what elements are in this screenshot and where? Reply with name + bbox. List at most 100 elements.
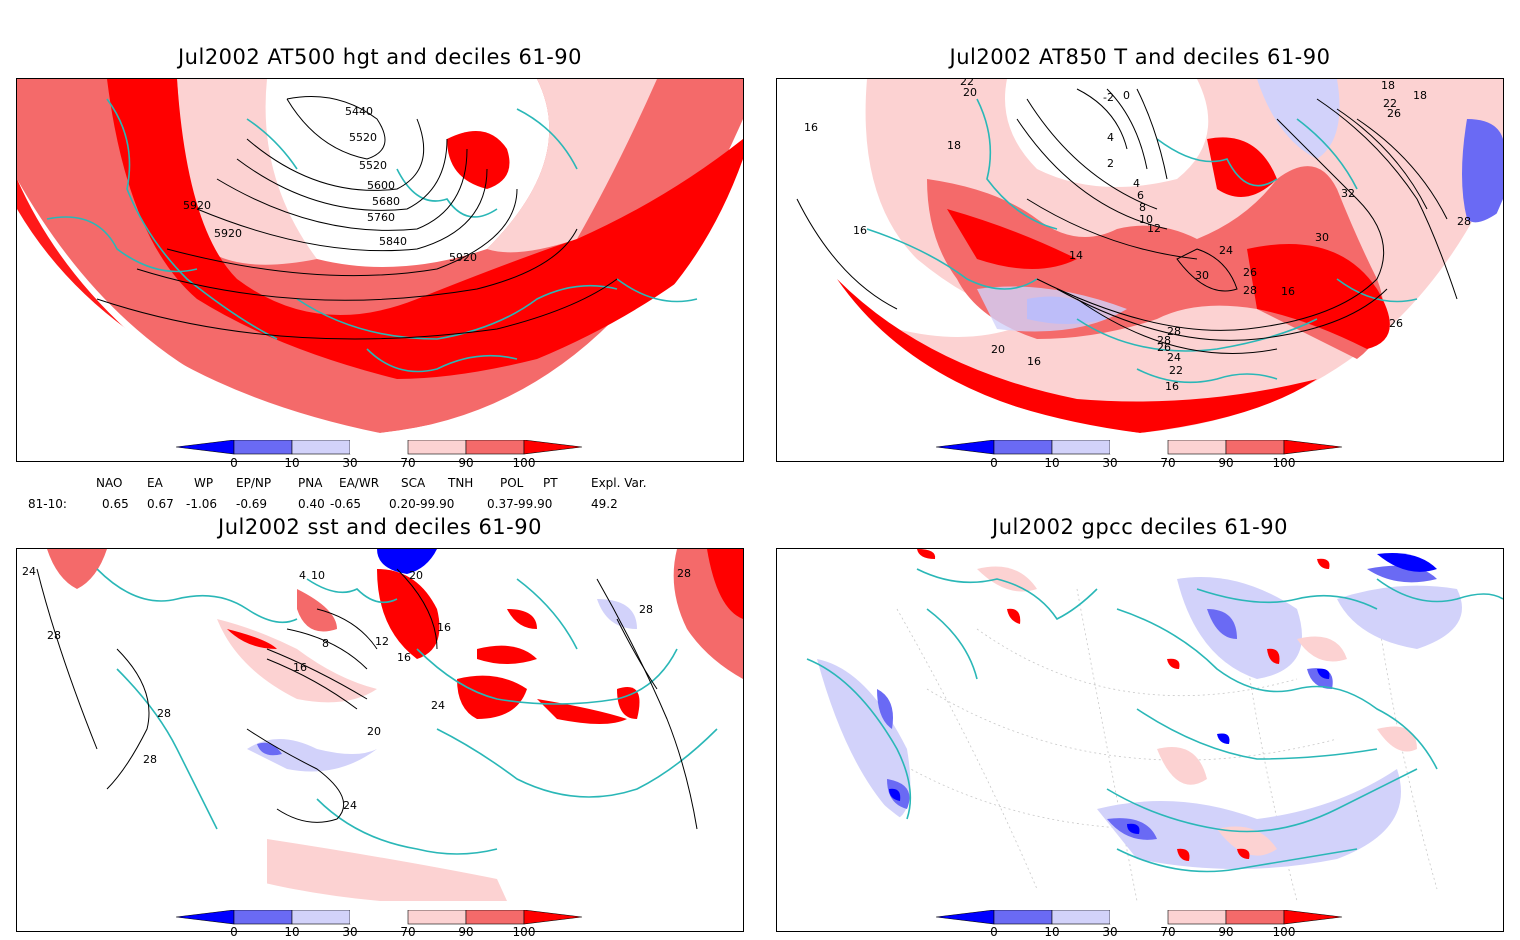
- contour-label: 20: [963, 86, 977, 99]
- contour-label: 5840: [379, 235, 407, 248]
- colorbar-tick: 0: [990, 456, 998, 470]
- contour-label: 20: [991, 343, 1005, 356]
- contour-label: 8: [322, 637, 329, 650]
- contour-label: 5920: [449, 251, 477, 264]
- contour-label: 16: [397, 651, 411, 664]
- contour-label: 24: [1219, 244, 1233, 257]
- contour-label: 5520: [359, 159, 387, 172]
- map-sst-svg: 24 28 4 10 20 8 12 16 16 24 28 28 16 20 …: [17, 549, 743, 901]
- colorbar-tick: 0: [230, 456, 238, 470]
- colorbar-4: 0 10 30 70 90 100: [935, 909, 1346, 940]
- colorbar-3: 0 10 30 70 90 100: [175, 909, 586, 940]
- colorbar-tick: 30: [1102, 456, 1118, 470]
- index-header: SCA: [401, 476, 426, 490]
- contour-label: 5440: [345, 105, 373, 118]
- contour-label: 16: [293, 661, 307, 674]
- index-value: 49.2: [591, 497, 618, 511]
- colorbar-tick: 10: [1044, 456, 1060, 470]
- contour-label: 5920: [214, 227, 242, 240]
- colorbar-2: 0 10 30 70 90 100: [935, 439, 1346, 480]
- contour-label: 5520: [349, 131, 377, 144]
- contour-label: 28: [1167, 325, 1181, 338]
- colorbar-tick: 70: [400, 456, 416, 470]
- contour-label: 30: [1315, 231, 1329, 244]
- index-header: PNA: [298, 476, 323, 490]
- index-header: EP/NP: [236, 476, 272, 490]
- contour-label: 4: [1133, 177, 1140, 190]
- map-panel-at500: 5440 5520 5520 5600 5680 5760 5840 5920 …: [16, 78, 744, 462]
- index-header: Expl. Var.: [591, 476, 647, 490]
- colorbar-tick: 90: [458, 925, 474, 939]
- colorbar-tick: 70: [400, 925, 416, 939]
- contour-label: 26: [1389, 317, 1403, 330]
- colorbar-tick: 0: [990, 925, 998, 939]
- panel-title-2: Jul2002 AT850 T and deciles 61-90: [949, 45, 1331, 69]
- colorbar-1: 0 10 30 70 90 100: [175, 439, 586, 480]
- contour-label: 14: [1069, 249, 1083, 262]
- contour-label: 28: [677, 567, 691, 580]
- colorbar-svg: [175, 439, 583, 455]
- contour-label: 22: [960, 79, 974, 88]
- contour-label: 4: [299, 569, 306, 582]
- contour-label: 18: [947, 139, 961, 152]
- index-value: -1.06: [186, 497, 218, 511]
- contour-label: 24: [22, 565, 36, 578]
- contour-label: 18: [1381, 79, 1395, 92]
- contour-label: 16: [1027, 355, 1041, 368]
- colorbar-tick: 70: [1160, 925, 1176, 939]
- contour-label: 26: [1157, 341, 1171, 354]
- colorbar-svg: [175, 909, 583, 925]
- contour-label: 0: [1123, 89, 1130, 102]
- pink-area-2: [487, 79, 657, 253]
- contour-label: 10: [1139, 213, 1153, 226]
- contour-label: 28: [1157, 334, 1171, 347]
- index-header: NAO: [96, 476, 123, 490]
- colorbar-tick: 90: [1218, 456, 1234, 470]
- contour-label: 30: [1195, 269, 1209, 282]
- contour-label: 18: [1413, 89, 1427, 102]
- contour-label: 12: [375, 635, 389, 648]
- contour-label: 16: [804, 121, 818, 134]
- colorbar-tick: 30: [342, 925, 358, 939]
- colorbar-tick: 30: [1102, 925, 1118, 939]
- contour-label: 28: [1457, 215, 1471, 228]
- contour-label: 10: [311, 569, 325, 582]
- contour-label: 20: [409, 569, 423, 582]
- contour-label: 26: [1243, 266, 1257, 279]
- index-value: 0.67: [147, 497, 174, 511]
- colorbar-tick: 0: [230, 925, 238, 939]
- contour-label: 20: [367, 725, 381, 738]
- index-header: TNH: [448, 476, 474, 490]
- contour-label: 28: [639, 603, 653, 616]
- colorbar-tick: 10: [284, 456, 300, 470]
- index-value: 0.65: [102, 497, 129, 511]
- white-area: [217, 79, 550, 267]
- index-row-label: 81-10:: [28, 497, 67, 511]
- colorbar-tick: 100: [512, 925, 536, 939]
- contour-label: -2: [1103, 91, 1114, 104]
- colorbar-tick: 90: [458, 456, 474, 470]
- contour-label: 16: [1165, 380, 1179, 393]
- contour-label: 5680: [372, 195, 400, 208]
- index-header: EA: [147, 476, 163, 490]
- red-band: [107, 79, 743, 379]
- map-at500-svg: 5440 5520 5520 5600 5680 5760 5840 5920 …: [17, 79, 743, 433]
- contour-label: 24: [1167, 351, 1181, 364]
- colorbar-svg: [935, 439, 1343, 455]
- index-value: 0.20-99.90: [389, 497, 455, 511]
- contour-label: 2: [1107, 157, 1114, 170]
- index-header: WP: [194, 476, 214, 490]
- colorbar-tick: 100: [512, 456, 536, 470]
- map-panel-sst: 24 28 4 10 20 8 12 16 16 24 28 28 16 20 …: [16, 548, 744, 932]
- contour-label: 22: [1383, 97, 1397, 110]
- map-gpcc-svg: [777, 549, 1503, 901]
- map-panel-gpcc: [776, 548, 1504, 932]
- contour-label: 5600: [367, 179, 395, 192]
- colorbar-tick: 10: [284, 925, 300, 939]
- index-header: PT: [543, 476, 558, 490]
- contour-label: 28: [47, 629, 61, 642]
- map-panel-at850: 22 20 -2 0 18 16 18 4 2 4 6 8 10 12 14 1…: [776, 78, 1504, 462]
- contour-label: 8: [1139, 201, 1146, 214]
- panel-title-4: Jul2002 gpcc deciles 61-90: [992, 515, 1288, 539]
- contour-label: 28: [143, 753, 157, 766]
